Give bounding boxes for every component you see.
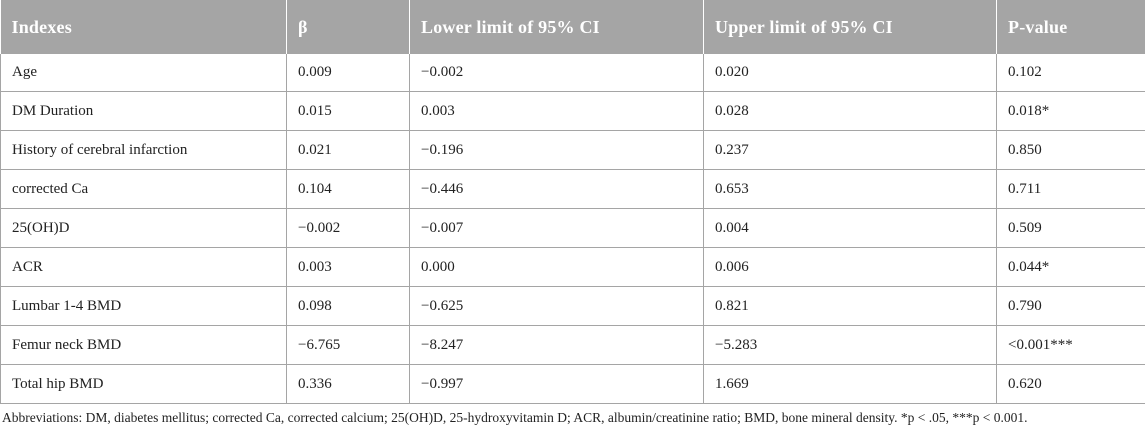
cell-upper-ci: 0.237 (703, 130, 997, 170)
cell-beta: 0.104 (286, 169, 410, 209)
regression-table: Indexes β Lower limit of 95% CI Upper li… (0, 0, 1145, 404)
cell-lower-ci: −0.446 (409, 169, 704, 209)
cell-beta: 0.003 (286, 247, 410, 287)
table-header: Indexes β Lower limit of 95% CI Upper li… (0, 0, 1145, 54)
cell-index: corrected Ca (0, 169, 287, 209)
cell-upper-ci: 1.669 (703, 364, 997, 404)
table-row: History of cerebral infarction 0.021 −0.… (0, 130, 1145, 170)
header-upper-ci: Upper limit of 95% CI (703, 0, 997, 54)
cell-index: History of cerebral infarction (0, 130, 287, 170)
header-p-value: P-value (996, 0, 1145, 54)
cell-p-value: 0.850 (996, 130, 1145, 170)
table-row: DM Duration 0.015 0.003 0.028 0.018* (0, 91, 1145, 131)
cell-upper-ci: 0.006 (703, 247, 997, 287)
cell-lower-ci: −0.997 (409, 364, 704, 404)
header-indexes: Indexes (0, 0, 287, 54)
table-row: ACR 0.003 0.000 0.006 0.044* (0, 247, 1145, 287)
cell-lower-ci: −8.247 (409, 325, 704, 365)
cell-beta: −0.002 (286, 208, 410, 248)
cell-p-value: 0.509 (996, 208, 1145, 248)
table-row: Total hip BMD 0.336 −0.997 1.669 0.620 (0, 364, 1145, 404)
cell-lower-ci: −0.007 (409, 208, 704, 248)
cell-beta: 0.009 (286, 54, 410, 92)
cell-lower-ci: −0.196 (409, 130, 704, 170)
cell-p-value: 0.790 (996, 286, 1145, 326)
cell-index: ACR (0, 247, 287, 287)
header-row: Indexes β Lower limit of 95% CI Upper li… (0, 0, 1145, 54)
cell-upper-ci: 0.028 (703, 91, 997, 131)
cell-p-value: 0.711 (996, 169, 1145, 209)
cell-p-value: 0.620 (996, 364, 1145, 404)
cell-upper-ci: 0.020 (703, 54, 997, 92)
cell-p-value: <0.001*** (996, 325, 1145, 365)
cell-lower-ci: −0.625 (409, 286, 704, 326)
header-lower-ci: Lower limit of 95% CI (409, 0, 704, 54)
table-row: Age 0.009 −0.002 0.020 0.102 (0, 54, 1145, 92)
cell-beta: 0.015 (286, 91, 410, 131)
table-row: corrected Ca 0.104 −0.446 0.653 0.711 (0, 169, 1145, 209)
cell-upper-ci: −5.283 (703, 325, 997, 365)
cell-beta: 0.336 (286, 364, 410, 404)
header-beta: β (286, 0, 410, 54)
cell-beta: 0.021 (286, 130, 410, 170)
cell-lower-ci: 0.000 (409, 247, 704, 287)
cell-index: 25(OH)D (0, 208, 287, 248)
cell-p-value: 0.044* (996, 247, 1145, 287)
table-body: Age 0.009 −0.002 0.020 0.102 DM Duration… (0, 54, 1145, 404)
cell-upper-ci: 0.004 (703, 208, 997, 248)
cell-p-value: 0.102 (996, 54, 1145, 92)
table-row: 25(OH)D −0.002 −0.007 0.004 0.509 (0, 208, 1145, 248)
cell-beta: 0.098 (286, 286, 410, 326)
cell-index: Total hip BMD (0, 364, 287, 404)
table-row: Femur neck BMD −6.765 −8.247 −5.283 <0.0… (0, 325, 1145, 365)
cell-p-value: 0.018* (996, 91, 1145, 131)
cell-lower-ci: 0.003 (409, 91, 704, 131)
cell-index: Age (0, 54, 287, 92)
table-footnote: Abbreviations: DM, diabetes mellitus; co… (2, 410, 1028, 425)
cell-upper-ci: 0.653 (703, 169, 997, 209)
cell-lower-ci: −0.002 (409, 54, 704, 92)
table-row: Lumbar 1-4 BMD 0.098 −0.625 0.821 0.790 (0, 286, 1145, 326)
cell-index: Femur neck BMD (0, 325, 287, 365)
cell-beta: −6.765 (286, 325, 410, 365)
cell-upper-ci: 0.821 (703, 286, 997, 326)
cell-index: DM Duration (0, 91, 287, 131)
cell-index: Lumbar 1-4 BMD (0, 286, 287, 326)
